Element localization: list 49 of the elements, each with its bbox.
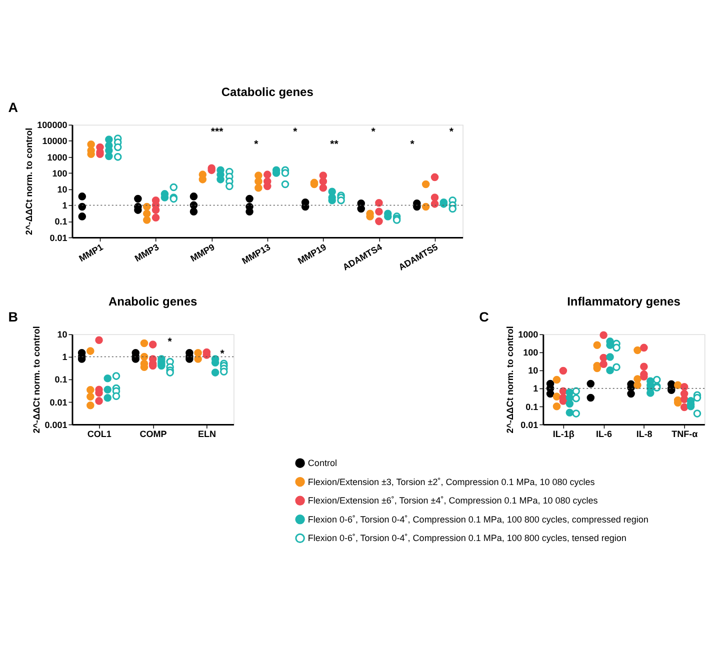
y-tick-label: 0.01 [520,420,538,430]
chart-title: Catabolic genes [221,85,314,100]
legend-label: Flexion 0-6˚, Torsion 0-4˚, Compression 0.1 MPa, 100 800 cycles, tensed region [308,533,626,544]
y-tick-label: 100 [523,348,538,358]
text: A [8,100,18,115]
annotation: * [293,126,298,138]
y-tick-label: 10 [57,184,68,194]
text: C [479,310,490,325]
y-tick-label: 10 [57,330,68,340]
x-tick-label: IL-1β [552,428,575,439]
annotation: * [220,348,226,360]
y-tick-label: 1 [533,384,538,394]
legend-label: Flexion 0-6˚, Torsion 0-4˚, Compression 0.1 MPa, 100 800 cycles, compressed region [308,514,648,524]
chart-title: Inflammatory genes [567,294,681,309]
annotation: * [254,138,260,150]
y-axis-title: 2^-ΔΔCt norm. to control [31,326,42,434]
annotation: * [371,126,376,138]
y-tick-label: 10 [528,366,538,376]
annotation: * [449,126,454,138]
x-tick-label: TNF-α [672,428,698,439]
legend-label: Flexion/Extension ±3, Torsion ±2˚, Compression 0.1 MPa, 10 080 cycles [308,476,596,487]
y-tick-label: 0.1 [54,374,68,385]
x-tick-label: IL-8 [636,428,652,439]
legend-label: Flexion/Extension ±6˚, Torsion ±4˚, Compression 0.1 MPa, 10 080 cycles [308,496,598,506]
y-tick-label: 1 [62,200,68,211]
y-tick-label: 0.001 [44,420,68,430]
y-axis-title: 2^-ΔΔCt norm. to control [504,326,515,434]
y-tick-label: 100 [52,168,68,178]
y-tick-label: 0.01 [50,397,68,408]
y-tick-label: 0.1 [526,402,538,412]
y-tick-label: 1000 [518,330,538,340]
y-tick-label: 1000 [47,152,68,162]
x-tick-label: COMP [140,428,167,439]
y-tick-label: 1 [62,352,68,362]
x-tick-label: COL1 [87,428,112,439]
y-tick-label: 0.01 [50,232,68,243]
annotation: *** [210,126,224,138]
y-axis-title: 2^-ΔΔCt norm. to control [24,128,34,236]
chart-title: Anabolic genes [108,294,198,309]
x-tick-label: IL-6 [596,428,612,439]
text: B [8,310,18,325]
annotation: * [168,336,173,348]
y-tick-label: 10000 [42,136,68,146]
x-tick-label: ELN [198,428,216,439]
y-tick-label: 100000 [37,120,68,130]
legend-label: Control [308,458,337,468]
annotation: * [410,138,416,150]
y-tick-label: 0.1 [54,216,68,227]
annotation: ** [330,138,340,150]
